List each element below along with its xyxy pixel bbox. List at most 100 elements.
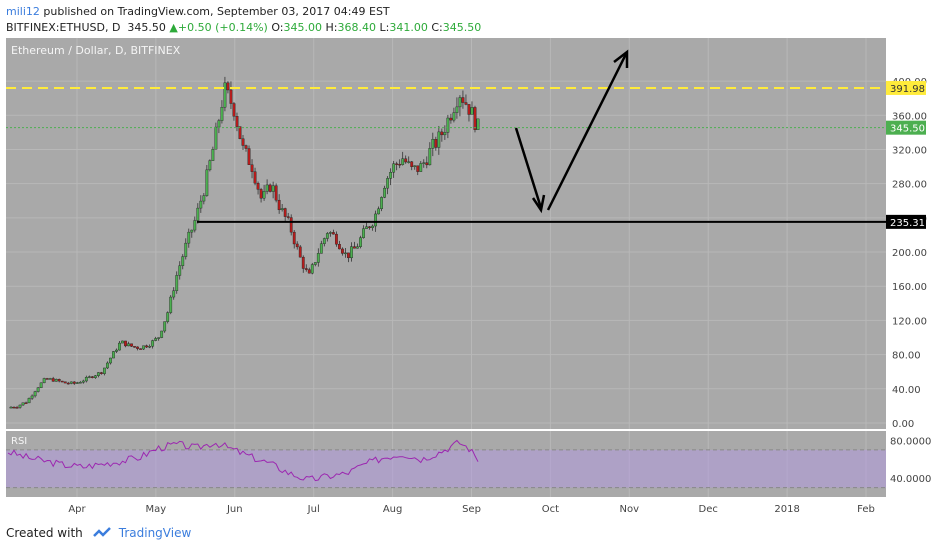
- support-price-tag: [886, 214, 926, 229]
- price-chart[interactable]: AprMayJunJulAugSepOctNovDec2018Feb400.00…: [0, 38, 932, 522]
- candle-body-152: [464, 102, 468, 105]
- candle-body-19: [63, 381, 67, 384]
- candle-body-108: [331, 232, 335, 235]
- candle-body-89: [274, 185, 278, 201]
- candle-body-88: [271, 185, 275, 192]
- candle-body-133: [407, 161, 411, 163]
- candle-body-141: [431, 139, 435, 149]
- candle-body-3: [15, 407, 19, 409]
- candle-body-54: [169, 296, 173, 313]
- high-value: 368.40: [337, 21, 377, 34]
- candle-body-98: [301, 256, 305, 269]
- candle-body-41: [130, 343, 133, 347]
- candle-body-24: [78, 382, 82, 384]
- support-price-label: 235.31: [890, 218, 925, 229]
- candle-body-79: [244, 145, 248, 149]
- x-tick-label-2: Jun: [226, 504, 243, 515]
- candle-body-74: [229, 89, 233, 104]
- candle-body-5: [21, 402, 25, 406]
- rsi-tick-label-0: 80.0000: [890, 436, 931, 447]
- y-tick-label-7: 120.00: [892, 316, 927, 327]
- candle-body-9: [33, 391, 37, 397]
- candle-body-123: [377, 208, 380, 215]
- candle-body-95: [292, 231, 296, 245]
- candle-body-146: [446, 117, 450, 133]
- rsi-band: [6, 449, 886, 488]
- candle-body-119: [365, 226, 368, 229]
- candle-body-57: [178, 265, 182, 276]
- candle-body-1: [9, 406, 13, 409]
- candle-body-134: [410, 161, 414, 167]
- candle-body-106: [325, 233, 329, 239]
- rsi-label: RSI: [11, 436, 27, 447]
- low-value: 341.00: [389, 21, 428, 34]
- close-label: C:: [431, 21, 443, 34]
- candle-body-148: [452, 112, 456, 121]
- candle-body-111: [341, 248, 344, 254]
- tradingview-link[interactable]: TradingView: [118, 526, 192, 540]
- high-label: H:: [325, 21, 338, 34]
- candle-body-32: [103, 367, 106, 374]
- candle-body-120: [368, 226, 371, 228]
- candle-body-143: [437, 131, 441, 148]
- candle-body-124: [380, 197, 383, 210]
- candle-body-73: [226, 82, 230, 91]
- candle-body-42: [133, 346, 136, 348]
- candle-body-16: [54, 379, 58, 382]
- candle-body-96: [295, 243, 299, 248]
- candle-body-50: [157, 337, 161, 339]
- candle-body-64: [199, 200, 203, 209]
- arrow-up-head: [613, 49, 629, 68]
- author-link[interactable]: mili12: [6, 5, 40, 18]
- candle-body-118: [362, 228, 365, 238]
- low-label: L:: [379, 21, 390, 34]
- arrow-down-shaft: [514, 127, 543, 209]
- price-axis: [886, 38, 932, 521]
- candle-body-90: [277, 199, 281, 211]
- candle-body-2: [12, 406, 16, 409]
- candle-body-150: [458, 97, 462, 108]
- candle-body-31: [99, 372, 103, 374]
- candle-body-101: [310, 264, 314, 274]
- candle-body-14: [48, 378, 52, 380]
- candle-body-30: [96, 372, 100, 376]
- candle-body-121: [371, 225, 374, 228]
- candle-body-49: [154, 338, 158, 341]
- candle-body-151: [461, 97, 465, 103]
- candle-body-85: [262, 191, 266, 199]
- candle-body-39: [124, 340, 127, 347]
- candle-body-83: [256, 182, 260, 190]
- footer: Created with TradingView: [6, 526, 191, 540]
- candle-body-58: [181, 256, 185, 266]
- candle-body-112: [344, 252, 347, 255]
- candle-body-12: [42, 378, 46, 384]
- open-value: 345.00: [283, 21, 323, 34]
- candle-body-128: [392, 163, 396, 173]
- candle-body-10: [36, 387, 40, 392]
- candle-body-81: [250, 164, 254, 172]
- candle-body-132: [404, 158, 408, 163]
- candle-body-122: [374, 213, 377, 227]
- candle-body-156: [476, 118, 480, 130]
- x-tick-label-10: Feb: [857, 504, 875, 515]
- candle-body-55: [172, 290, 176, 298]
- time-axis: [6, 497, 886, 521]
- candle-body-102: [313, 262, 317, 265]
- candle-body-35: [112, 351, 115, 359]
- x-tick-label-3: Jul: [307, 504, 320, 515]
- candle-body-66: [205, 169, 209, 196]
- x-tick-label-9: 2018: [774, 504, 799, 515]
- candle-body-61: [190, 229, 194, 233]
- candle-body-131: [401, 158, 405, 165]
- candle-body-70: [217, 120, 221, 128]
- candle-body-68: [211, 149, 215, 161]
- y-tick-label-10: 0.00: [892, 419, 914, 430]
- candle-body-77: [238, 126, 242, 139]
- candle-body-63: [196, 207, 200, 221]
- candle-body-21: [69, 381, 73, 384]
- candle-body-84: [259, 189, 263, 199]
- candle-body-44: [139, 348, 142, 350]
- candle-body-82: [253, 171, 257, 184]
- y-tick-label-9: 40.00: [892, 385, 921, 396]
- publish-info: published on TradingView.com, September …: [39, 5, 390, 18]
